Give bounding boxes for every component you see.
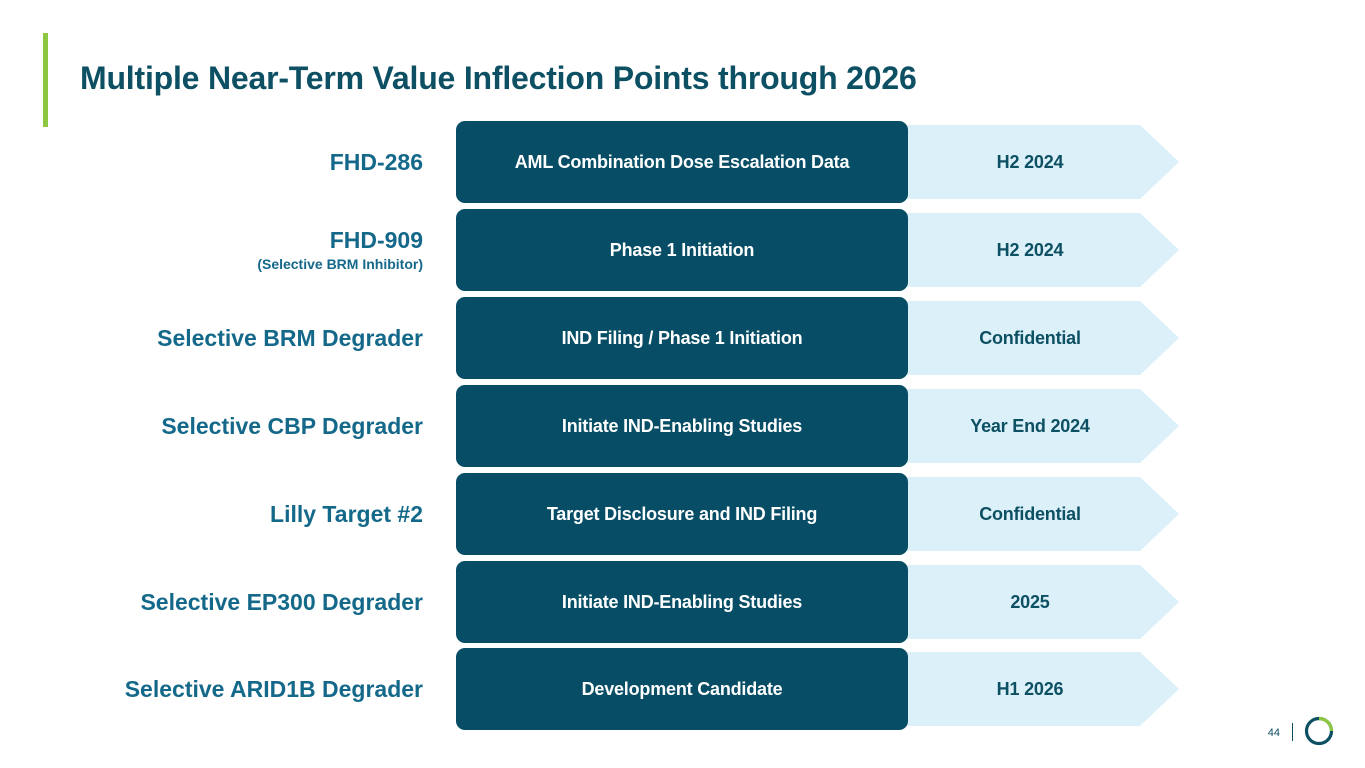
program-row: Selective ARID1B Degrader Development Ca… bbox=[0, 648, 1365, 730]
program-row: Selective CBP Degrader Initiate IND-Enab… bbox=[0, 385, 1365, 467]
program-row: Selective BRM Degrader IND Filing / Phas… bbox=[0, 297, 1365, 379]
timing-label: Confidential bbox=[979, 503, 1081, 524]
timing-label: Year End 2024 bbox=[970, 415, 1090, 436]
program-name: FHD-909 bbox=[329, 226, 423, 253]
page-number: 44 bbox=[1267, 727, 1280, 739]
milestone-box: Initiate IND-Enabling Studies bbox=[456, 385, 908, 467]
program-name: FHD-286 bbox=[329, 148, 423, 175]
company-logo-icon bbox=[1304, 716, 1334, 746]
program-row: Selective EP300 Degrader Initiate IND-En… bbox=[0, 561, 1365, 643]
milestone-box: Development Candidate bbox=[456, 648, 908, 730]
program-label: Lilly Target #2 bbox=[270, 473, 423, 555]
program-row: FHD-909 (Selective BRM Inhibitor) Phase … bbox=[0, 209, 1365, 291]
program-row: Lilly Target #2 Target Disclosure and IN… bbox=[0, 473, 1365, 555]
timing-label: 2025 bbox=[1010, 591, 1050, 612]
program-label: Selective CBP Degrader bbox=[161, 385, 423, 467]
milestone-box: Phase 1 Initiation bbox=[456, 209, 908, 291]
milestone-box: Target Disclosure and IND Filing bbox=[456, 473, 908, 555]
timing-arrow bbox=[890, 565, 1179, 639]
timing-arrow bbox=[890, 477, 1179, 551]
program-label: Selective EP300 Degrader bbox=[140, 561, 423, 643]
program-name: Selective CBP Degrader bbox=[161, 412, 423, 439]
slide-title: Multiple Near-Term Value Inflection Poin… bbox=[80, 60, 917, 96]
footer-divider bbox=[1292, 723, 1293, 741]
program-name: Selective ARID1B Degrader bbox=[124, 675, 423, 702]
program-name: Selective EP300 Degrader bbox=[140, 588, 423, 615]
timing-label: H2 2024 bbox=[996, 239, 1064, 260]
timing-label: H2 2024 bbox=[996, 151, 1064, 172]
program-label: FHD-909 (Selective BRM Inhibitor) bbox=[257, 209, 423, 291]
program-label: Selective ARID1B Degrader bbox=[125, 648, 423, 730]
timing-label: Confidential bbox=[979, 327, 1081, 348]
timing-arrow bbox=[890, 301, 1179, 375]
timing-arrow bbox=[890, 213, 1179, 287]
timing-label: H1 2026 bbox=[996, 678, 1064, 699]
timing-arrow bbox=[890, 652, 1179, 726]
timing-arrow bbox=[890, 389, 1179, 463]
milestone-box: IND Filing / Phase 1 Initiation bbox=[456, 297, 908, 379]
timing-arrow bbox=[890, 125, 1179, 199]
program-name: Lilly Target #2 bbox=[270, 500, 423, 527]
program-row: FHD-286 AML Combination Dose Escalation … bbox=[0, 121, 1365, 203]
program-label: FHD-286 bbox=[330, 121, 423, 203]
program-subtitle: (Selective BRM Inhibitor) bbox=[257, 255, 423, 272]
title-accent-bar bbox=[43, 33, 48, 127]
milestone-box: AML Combination Dose Escalation Data bbox=[456, 121, 908, 203]
program-label: Selective BRM Degrader bbox=[157, 297, 423, 379]
program-name: Selective BRM Degrader bbox=[157, 324, 423, 351]
milestone-box: Initiate IND-Enabling Studies bbox=[456, 561, 908, 643]
